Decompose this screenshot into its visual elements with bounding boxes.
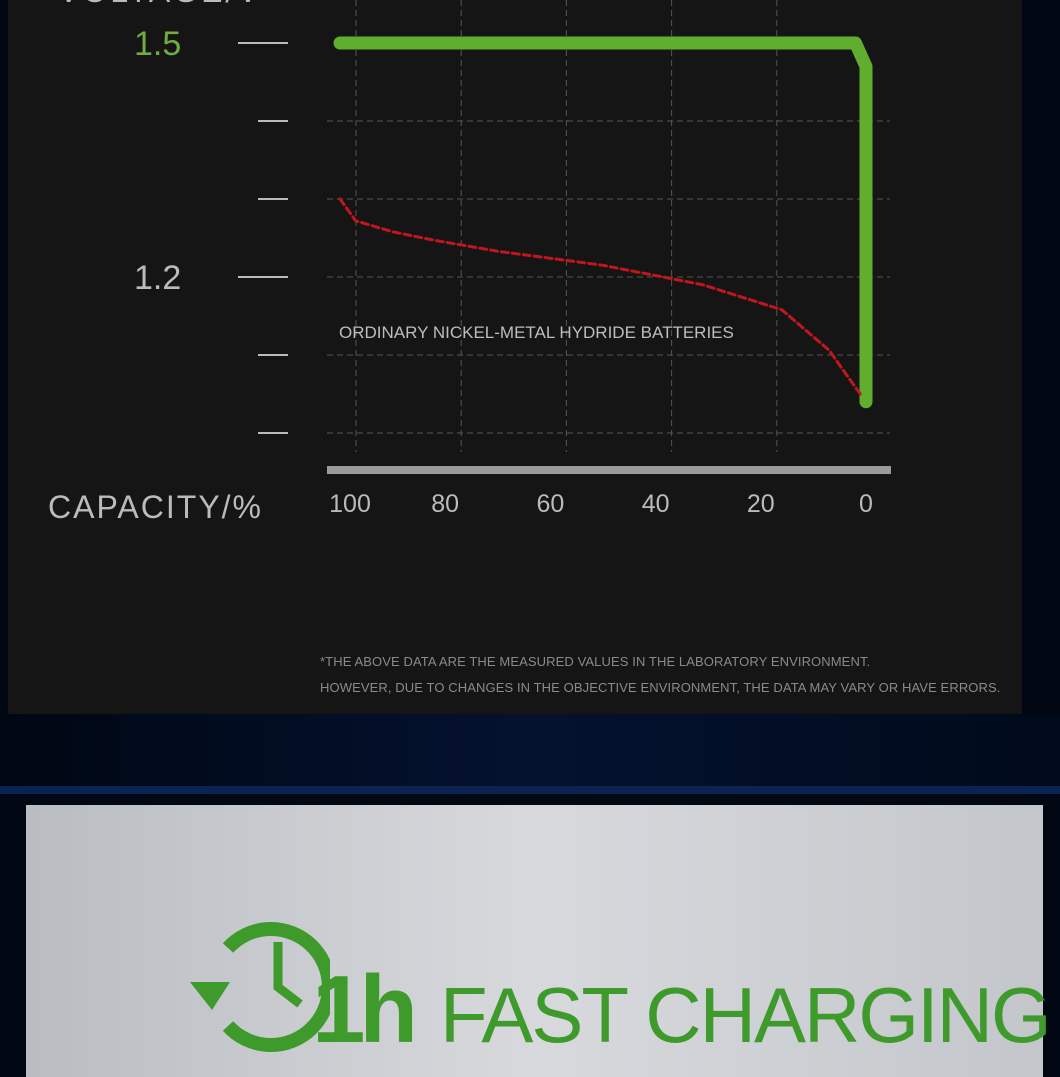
x-tick-label: 80	[431, 490, 459, 518]
y-tick-label: 1.2	[134, 259, 181, 297]
disclaimer-line-2: HOWEVER, DUE TO CHANGES IN THE OBJECTIVE…	[320, 680, 1001, 695]
fast-charging-title: FAST CHARGING	[440, 971, 1052, 1059]
x-tick-label: 100	[329, 490, 371, 518]
x-tick-label: 20	[747, 490, 775, 518]
y-axis-label: VOLTAGE/V	[58, 0, 262, 9]
disclaimer-line-1: *THE ABOVE DATA ARE THE MEASURED VALUES …	[320, 654, 871, 669]
background-band	[0, 714, 1060, 794]
one-hour-badge: 1h	[312, 956, 418, 1063]
x-axis-label: CAPACITY/%	[48, 489, 263, 525]
y-tick-label: 1.5	[134, 25, 181, 63]
x-tick-label: 40	[642, 490, 670, 518]
x-axis-bar	[327, 466, 891, 474]
divider	[0, 786, 1060, 794]
chart-panel	[8, 0, 1022, 714]
nimh-battery-line	[338, 197, 863, 397]
x-tick-label: 0	[859, 490, 873, 518]
fast-battery-line	[333, 36, 873, 409]
voltage-chart: VOLTAGE/V CAPACITY/% 1.51.2100806040200 …	[48, 0, 891, 525]
x-tick-label: 60	[536, 490, 564, 518]
fast-charging-banner	[26, 805, 1043, 1077]
clock-refresh-icon	[190, 922, 330, 1052]
series-annotation: ORDINARY NICKEL-METAL HYDRIDE BATTERIES	[339, 323, 734, 342]
